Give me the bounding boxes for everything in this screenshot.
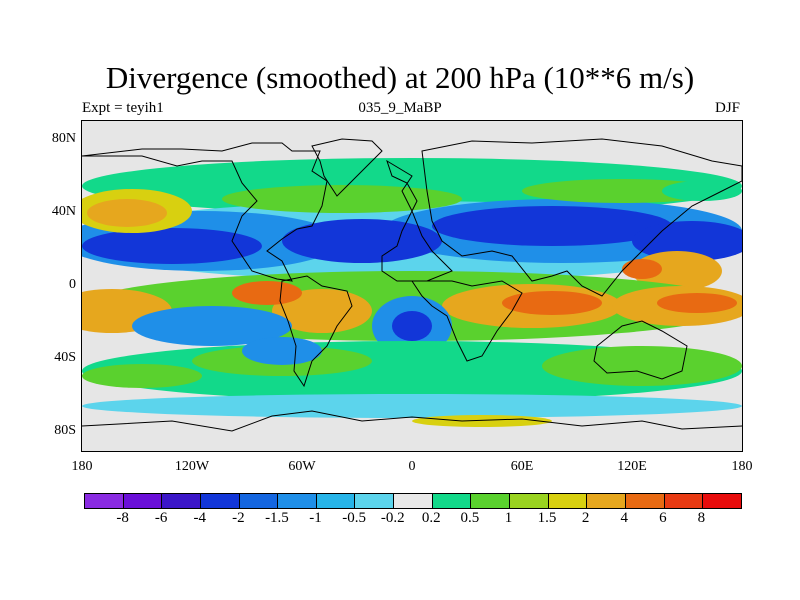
field-patch bbox=[657, 293, 737, 313]
field-patch bbox=[82, 394, 742, 418]
colorbar-label: -0.5 bbox=[342, 510, 366, 526]
field-patch bbox=[272, 289, 372, 333]
lat-label-40n: 40N bbox=[51, 204, 76, 219]
lon-label-180e: 180 bbox=[731, 459, 753, 474]
colorbar-box bbox=[123, 494, 163, 508]
run-label: 035_9_MaBP bbox=[358, 100, 442, 116]
coast-greenland bbox=[311, 138, 383, 197]
field-patch bbox=[132, 306, 292, 346]
colorbar-label: 0.5 bbox=[460, 510, 480, 526]
lat-label-80n: 80N bbox=[51, 131, 76, 146]
colorbar-label: 1 bbox=[504, 510, 513, 526]
lat-label-40s: 40S bbox=[54, 350, 76, 365]
colorbar-box bbox=[355, 494, 395, 508]
colorbar-box bbox=[278, 494, 317, 508]
colorbar-box bbox=[85, 494, 124, 508]
coast-north-america bbox=[82, 142, 328, 282]
coast-eurasia bbox=[381, 159, 453, 282]
colorbar-label: -1.5 bbox=[265, 510, 289, 526]
colorbar-box bbox=[394, 494, 433, 508]
colorbar-label: -2 bbox=[232, 510, 245, 526]
field-patch bbox=[622, 259, 662, 279]
colorbar-box bbox=[510, 494, 549, 508]
colorbar-box bbox=[200, 494, 240, 508]
field-patch bbox=[432, 206, 672, 246]
field-patch bbox=[82, 364, 202, 388]
colorbar bbox=[84, 493, 742, 509]
colorbar-label: -8 bbox=[116, 510, 129, 526]
coast-asia bbox=[421, 138, 742, 297]
colorbar-label: 1.5 bbox=[537, 510, 557, 526]
field-patch bbox=[662, 181, 742, 201]
colorbar-box bbox=[239, 494, 279, 508]
colorbar-box bbox=[587, 494, 626, 508]
colorbar-box bbox=[625, 494, 665, 508]
colorbar-box bbox=[548, 494, 588, 508]
colorbar-label: -4 bbox=[193, 510, 207, 526]
colorbar-box bbox=[316, 494, 356, 508]
season-label: DJF bbox=[714, 100, 740, 116]
coast-antarctica bbox=[82, 410, 742, 432]
field-patch bbox=[542, 346, 742, 386]
colorbar-box bbox=[703, 494, 741, 508]
field-patch bbox=[502, 291, 602, 315]
colorbar-label: -0.2 bbox=[380, 510, 405, 526]
colorbar-label: 0.2 bbox=[421, 510, 441, 526]
lon-label-120w: 120W bbox=[174, 459, 210, 474]
colorbar-label: -6 bbox=[154, 510, 168, 526]
coast-south-america bbox=[279, 275, 353, 388]
coastlines bbox=[82, 138, 742, 432]
field-patch bbox=[412, 415, 552, 427]
colorbar-box bbox=[432, 494, 472, 508]
lon-label-0: 0 bbox=[408, 459, 416, 474]
divergence-map bbox=[81, 120, 743, 452]
plot-title: Divergence (smoothed) at 200 hPa (10**6 … bbox=[105, 60, 695, 95]
coast-africa bbox=[411, 280, 523, 362]
colorbar-label: 8 bbox=[697, 510, 706, 526]
coast-australia bbox=[593, 320, 688, 380]
field-patch bbox=[232, 281, 302, 305]
colorbar-label: 4 bbox=[620, 510, 628, 526]
field-patch bbox=[87, 199, 167, 227]
colorbar-box bbox=[162, 494, 201, 508]
lat-label-0: 0 bbox=[69, 277, 76, 292]
lon-label-180w: 180 bbox=[71, 459, 93, 474]
field-patch bbox=[392, 311, 432, 341]
colorbar-box bbox=[664, 494, 704, 508]
colorbar-label: 2 bbox=[581, 510, 590, 526]
colorbar-box bbox=[471, 494, 511, 508]
divergence-field bbox=[82, 158, 742, 427]
map-field bbox=[82, 138, 742, 432]
colorbar-label: -1 bbox=[309, 510, 322, 526]
field-patch bbox=[242, 337, 322, 365]
field-patch bbox=[82, 228, 262, 264]
lon-label-120e: 120E bbox=[617, 459, 647, 474]
field-patch bbox=[222, 185, 462, 213]
lat-label-80s: 80S bbox=[54, 423, 76, 438]
lon-label-60e: 60E bbox=[510, 459, 534, 474]
colorbar-label: 6 bbox=[659, 510, 667, 526]
field-patch bbox=[632, 221, 742, 261]
field-patch bbox=[632, 251, 722, 291]
experiment-label: Expt = teyih1 bbox=[82, 100, 164, 116]
lon-label-60w: 60W bbox=[288, 459, 316, 474]
